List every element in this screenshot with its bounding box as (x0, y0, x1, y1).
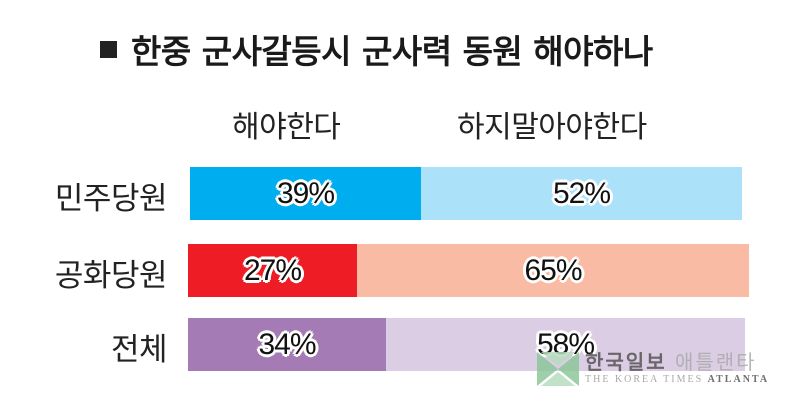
chart-title: 한중 군사갈등시 군사력 동원 해야하나 (100, 26, 653, 72)
legend-yes: 해야한다 (232, 110, 341, 145)
stacked-bar: 39% 52% (190, 167, 742, 220)
row-label: 공화당원 (54, 258, 168, 294)
value-label-yes: 39% (276, 176, 335, 210)
value-label-no: 65% (524, 253, 582, 287)
bar-segment-yes: 27% (188, 244, 357, 297)
row-label: 전체 (110, 332, 168, 368)
value-label-yes: 34% (258, 327, 316, 361)
bar-segment-no: 52% (421, 167, 742, 220)
value-label-yes: 27% (243, 253, 302, 287)
bar-segment-yes: 39% (190, 167, 421, 220)
watermark: 한국일보 애틀랜타 THE KOREA TIMES ATLANTA (537, 350, 769, 388)
stacked-bar: 34% 58% (188, 318, 745, 371)
chart-title-text: 한중 군사갈등시 군사력 동원 해야하나 (131, 32, 653, 71)
watermark-english: THE KOREA TIMES ATLANTA (585, 374, 770, 385)
legend-no: 하지말아야한다 (457, 110, 647, 145)
watermark-korean: 한국일보 애틀랜타 (585, 350, 757, 374)
bar-segment-no: 65% (357, 244, 749, 297)
value-label-no: 52% (552, 176, 611, 210)
bar-segment-no: 58% (386, 318, 745, 371)
stacked-bar: 27% 65% (188, 244, 749, 297)
bar-segment-yes: 34% (188, 318, 386, 371)
row-label: 민주당원 (54, 181, 168, 217)
korea-times-logo-icon (537, 350, 579, 388)
square-bullet-icon (100, 40, 117, 58)
